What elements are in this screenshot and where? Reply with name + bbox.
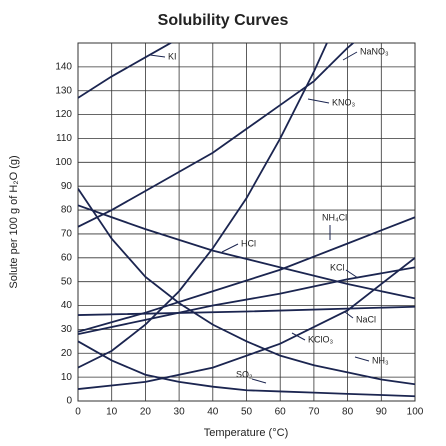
label-arrow [344, 311, 354, 319]
curve-label: HCl [241, 238, 256, 248]
label-arrow [345, 269, 359, 279]
y-tick-label: 20 [61, 348, 73, 359]
label-arrow [291, 332, 306, 341]
curve [78, 257, 415, 390]
y-tick-label: 110 [56, 133, 72, 144]
x-tick-label: 50 [241, 407, 253, 418]
label-arrow [149, 54, 166, 58]
curve [78, 188, 415, 386]
curve [78, 43, 328, 369]
x-tick-label: 90 [376, 407, 388, 418]
curve [78, 305, 415, 316]
curve-label: KNO₃ [332, 97, 356, 107]
curve [78, 340, 415, 398]
x-tick-label: 60 [275, 407, 287, 418]
curve [78, 204, 415, 300]
y-tick-label: 80 [61, 205, 73, 216]
y-tick-label: 140 [55, 62, 72, 73]
curve-label: SO₂ [236, 369, 253, 379]
y-tick-label: 10 [61, 372, 73, 383]
y-tick-label: 90 [61, 181, 73, 192]
y-tick-label: 130 [55, 85, 72, 96]
label-arrow [342, 51, 358, 61]
y-tick-label: 30 [61, 324, 73, 335]
curve-label: NaCl [356, 314, 376, 324]
label-arrow [251, 378, 267, 384]
curve-label: NH₃ [372, 355, 389, 365]
x-tick-label: 70 [308, 407, 320, 418]
y-tick-label: 0 [66, 396, 72, 407]
x-tick-label: 10 [106, 407, 118, 418]
curve [78, 216, 415, 333]
x-tick-label: 40 [207, 407, 219, 418]
x-axis-label: Temperature (°C) [204, 427, 288, 439]
y-tick-label: 60 [61, 252, 73, 263]
y-axis-label: Solute per 100 g of H₂O (g) [8, 155, 20, 288]
x-tick-label: 20 [140, 407, 152, 418]
curve [78, 43, 355, 228]
curve-label: NaNO₃ [360, 46, 389, 56]
curve-label: NH₄Cl [322, 212, 347, 222]
y-tick-label: 40 [61, 300, 73, 311]
label-arrow [221, 243, 239, 253]
curve [78, 43, 173, 99]
curve-label: KI [168, 51, 177, 61]
x-tick-label: 80 [342, 407, 354, 418]
x-tick-label: 0 [75, 407, 81, 418]
label-arrow [354, 356, 370, 362]
chart-title: Solubility Curves [158, 12, 289, 29]
y-tick-label: 100 [55, 157, 72, 168]
curve-label: KClO₃ [308, 334, 334, 344]
x-tick-label: 30 [174, 407, 186, 418]
y-tick-label: 50 [61, 276, 73, 287]
x-tick-label: 100 [407, 407, 424, 418]
curve [78, 266, 415, 336]
y-tick-label: 70 [61, 229, 73, 240]
y-tick-label: 120 [55, 109, 72, 120]
label-arrow [307, 98, 330, 104]
curve-label: KCl [330, 262, 345, 272]
